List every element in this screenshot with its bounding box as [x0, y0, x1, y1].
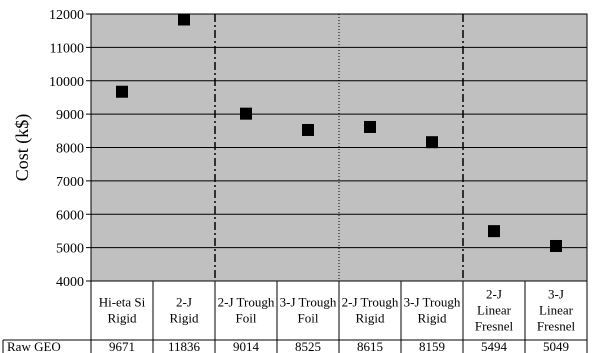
data-label: 9671 [109, 339, 135, 353]
series-name: Raw GEO [7, 339, 61, 353]
category-label: 3-J Linear Fresnel [537, 287, 576, 334]
category-label: 3-J Trough Foil [280, 295, 337, 326]
y-tick-label: 7000 [56, 175, 84, 190]
data-label: 8525 [295, 339, 321, 353]
data-label: 11836 [168, 339, 201, 353]
category-label: 3-J Trough Rigid [404, 295, 461, 326]
y-tick-label: 10000 [49, 75, 84, 90]
data-label: 5494 [481, 339, 508, 353]
y-tick-label: 8000 [56, 142, 84, 157]
data-label: 8159 [419, 339, 445, 353]
category-label: 2-J Trough Foil [218, 295, 275, 326]
data-point [488, 225, 500, 238]
y-tick-label: 9000 [56, 108, 84, 123]
category-label: 2-J Trough Rigid [342, 295, 399, 326]
y-tick-label: 6000 [56, 208, 84, 223]
data-point [426, 136, 438, 149]
category-label: 2-J Rigid [170, 295, 199, 326]
y-axis-label: Cost (k$) [12, 114, 33, 182]
data-point [302, 123, 314, 136]
y-tick-label: 4000 [56, 275, 84, 290]
y-tick-label: 12000 [49, 8, 84, 23]
data-label: 8615 [357, 339, 383, 353]
data-point [240, 107, 252, 120]
y-tick-label: 11000 [50, 41, 84, 56]
data-point [364, 120, 376, 133]
category-label: Hi-eta Si Rigid [99, 295, 146, 326]
data-point [178, 13, 190, 26]
y-tick-label: 5000 [56, 242, 84, 257]
data-point [550, 239, 562, 252]
category-label: 2-J Linear Fresnel [475, 287, 514, 334]
data-label: 9014 [233, 339, 260, 353]
data-label: 5049 [543, 339, 569, 353]
data-point [116, 85, 128, 98]
